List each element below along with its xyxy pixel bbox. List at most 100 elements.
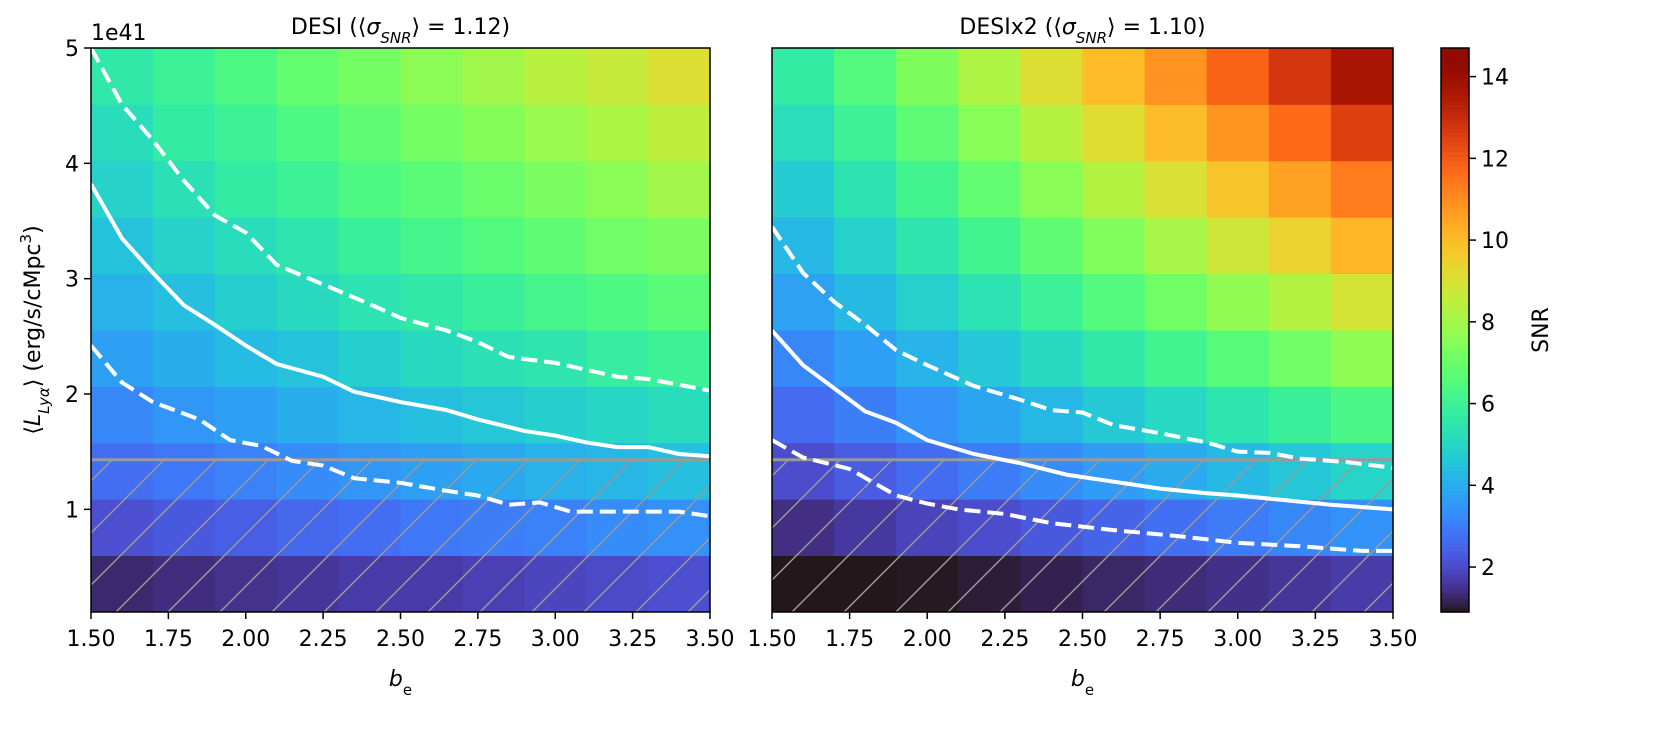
colorbar-strip	[1441, 452, 1469, 458]
colorbar-strip	[1441, 475, 1469, 481]
heatmap-cell	[91, 273, 154, 331]
colorbar-strip	[1441, 90, 1469, 96]
colorbar-strip	[1441, 362, 1469, 369]
heatmap-cell	[586, 217, 649, 275]
colorbar-strip	[1441, 579, 1469, 585]
colorbar-label: SNR	[1529, 307, 1554, 353]
colorbar-strip	[1441, 546, 1469, 552]
colorbar-strip	[1441, 132, 1469, 138]
heatmap-cell	[1268, 217, 1332, 275]
colorbar-strip	[1441, 62, 1469, 68]
x-tick-label: 3.25	[1291, 627, 1340, 652]
colorbar-strip	[1441, 400, 1469, 406]
colorbar-tick-label: 4	[1481, 474, 1495, 499]
x-axis-label: be	[1071, 667, 1094, 699]
colorbar-strip	[1441, 438, 1469, 444]
heatmap-cell	[896, 273, 959, 331]
heatmap-cell	[1082, 217, 1146, 275]
colorbar-strip	[1441, 80, 1469, 87]
heatmap-cell	[896, 329, 959, 387]
heatmap-cell	[1330, 329, 1394, 387]
heatmap-cell	[772, 273, 835, 331]
heatmap-cell	[214, 104, 278, 162]
heatmap-cell	[400, 217, 463, 275]
heatmap-cell	[586, 48, 649, 105]
heatmap-cell	[896, 217, 959, 275]
panel-title-part: ⟩ = 1.10)	[1107, 15, 1206, 40]
colorbar-strip	[1441, 226, 1469, 232]
colorbar-strip	[1441, 372, 1469, 378]
heatmap-cell	[1020, 160, 1083, 218]
heatmap-cell	[958, 48, 1021, 105]
heatmap-cell	[338, 104, 401, 162]
heatmap-cell	[400, 160, 463, 218]
colorbar-strip	[1441, 268, 1469, 275]
heatmap-cell	[772, 386, 835, 444]
heatmap-cell	[1206, 104, 1270, 162]
colorbar-strip	[1441, 353, 1469, 359]
y-axis-label-part: ⟨	[21, 426, 46, 435]
colorbar-strip	[1441, 550, 1469, 557]
colorbar-strip	[1441, 170, 1469, 176]
heatmap-cell	[524, 104, 587, 162]
x-tick-label: 3.00	[1213, 627, 1262, 652]
x-tick-label: 2.00	[221, 627, 270, 652]
y-tick-label: 5	[65, 37, 79, 62]
heatmap-cell	[338, 273, 401, 331]
colorbar-strip	[1441, 386, 1469, 392]
colorbar-strip	[1441, 433, 1469, 439]
panel-title-part: SNR	[1076, 29, 1107, 47]
heatmap-cell	[1020, 48, 1083, 105]
colorbar-strip	[1441, 297, 1469, 303]
heatmap-cell	[772, 160, 835, 218]
colorbar-strip	[1441, 560, 1469, 566]
x-tick-label: 1.75	[825, 627, 874, 652]
colorbar-strip	[1441, 160, 1469, 167]
heatmap-cell	[1082, 386, 1146, 444]
y-tick-label: 1	[65, 498, 79, 523]
heatmap-cell	[400, 386, 463, 444]
colorbar-strip	[1441, 245, 1469, 251]
colorbar-strip	[1441, 236, 1469, 242]
colorbar-strip	[1441, 555, 1469, 561]
y-axis-label: ⟨LLyα⟩ (erg/s/cMpc3)	[17, 225, 53, 434]
heatmap-cell	[958, 104, 1021, 162]
y-offset-label: 1e41	[91, 21, 147, 46]
colorbar-strip	[1441, 109, 1469, 115]
heatmap-cell	[586, 104, 649, 162]
x-tick-label: 2.25	[980, 627, 1029, 652]
heatmap-cell	[834, 104, 897, 162]
colorbar-strip	[1441, 207, 1469, 214]
colorbar-strip	[1441, 513, 1469, 519]
heatmap-cell	[648, 160, 711, 218]
hatch-region	[772, 459, 1393, 612]
colorbar-strip	[1441, 156, 1469, 162]
heatmap-cell	[1268, 160, 1332, 218]
heatmap-cell	[772, 217, 835, 275]
x-tick-label: 3.50	[1369, 627, 1418, 652]
colorbar-strip	[1441, 330, 1469, 336]
contour-line	[772, 438, 1393, 553]
heatmap-cell	[276, 273, 340, 331]
heatmap-cell	[1330, 104, 1394, 162]
heatmap-cell	[772, 48, 835, 105]
panel-title: DESI (⟨σSNR⟩ = 1.12)	[291, 15, 510, 47]
colorbar-strip	[1441, 203, 1469, 209]
heatmap-cell	[1082, 160, 1146, 218]
colorbar-strip	[1441, 212, 1469, 218]
colorbar-tick-label: 2	[1481, 556, 1495, 581]
colorbar-strip	[1441, 503, 1469, 510]
colorbar-strip	[1441, 76, 1469, 82]
heatmap-cell	[1082, 48, 1146, 105]
colorbar-strip	[1441, 508, 1469, 514]
colorbar-strip	[1441, 381, 1469, 387]
x-tick-label: 2.75	[453, 627, 502, 652]
heatmap-cell	[276, 160, 340, 218]
colorbar-tick-label: 12	[1481, 147, 1509, 172]
heatmap-cell	[772, 104, 835, 162]
colorbar-strip	[1441, 57, 1469, 63]
x-tick-label: 2.50	[1058, 627, 1107, 652]
colorbar-strip	[1441, 221, 1469, 228]
x-tick-label: 3.25	[608, 627, 657, 652]
